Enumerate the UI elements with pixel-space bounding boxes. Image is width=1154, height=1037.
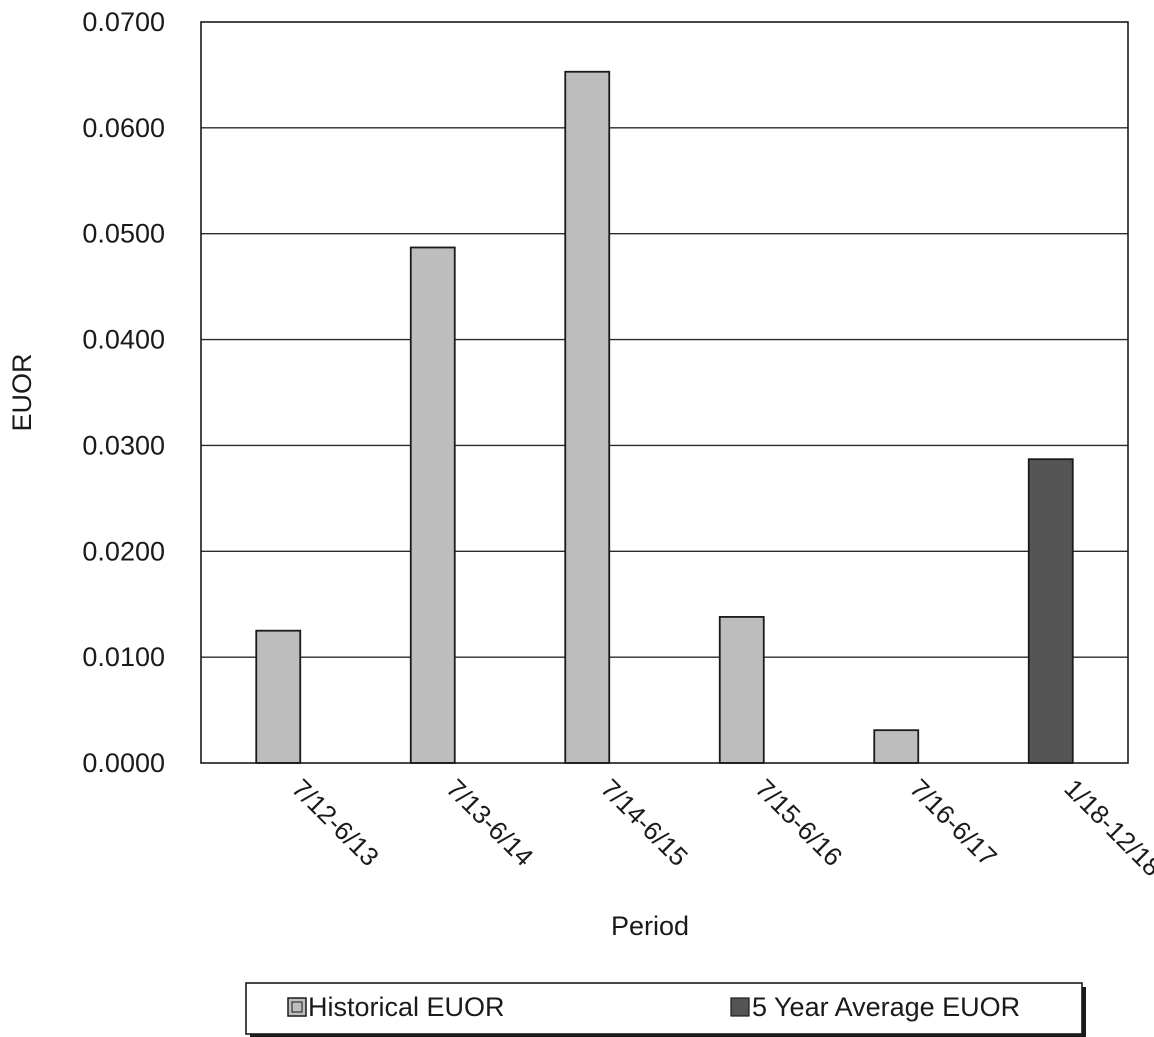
legend-item-average: 5 Year Average EUOR — [730, 992, 1020, 1022]
y-axis-title: EUOR — [7, 353, 37, 431]
legend-label-historical: Historical EUOR — [308, 992, 505, 1022]
x-tick-label: 7/13-6/14 — [441, 773, 540, 872]
bar-historical-1 — [409, 246, 456, 764]
bar-average-5 — [1027, 458, 1074, 764]
legend: Historical EUOR 5 Year Average EUOR — [245, 982, 1086, 1037]
legend-swatch-historical-inner — [291, 1001, 303, 1013]
y-tick-label: 0.0100 — [82, 642, 165, 672]
y-axis-ticks: 0.0000 0.0100 0.0200 0.0300 0.0400 0.0500 0.06… — [82, 7, 165, 778]
x-axis-title: Period — [611, 911, 689, 941]
bar-historical-0 — [255, 629, 302, 764]
bars — [255, 70, 1074, 764]
x-tick-label: 1/18-12/18 — [1059, 773, 1154, 882]
legend-swatch-historical — [287, 997, 307, 1017]
x-axis-ticks: 7/12-6/13 7/13-6/14 7/14-6/15 7/15-6/16 7/16… — [286, 773, 1154, 882]
legend-box — [245, 982, 1083, 1035]
x-tick-label: 7/12-6/13 — [286, 773, 385, 872]
x-tick-label: 7/15-6/16 — [750, 773, 849, 872]
y-tick-label: 0.0300 — [82, 430, 165, 460]
bar-historical-3 — [718, 616, 765, 764]
plot-area — [201, 22, 1128, 763]
y-tick-label: 0.0500 — [82, 219, 165, 249]
plot-border — [200, 21, 1129, 764]
y-tick-label: 0.0600 — [82, 113, 165, 143]
grid-lines — [201, 127, 1128, 658]
y-tick-label: 0.0400 — [82, 325, 165, 355]
x-tick-label: 7/16-6/17 — [904, 773, 1003, 872]
legend-label-average: 5 Year Average EUOR — [752, 992, 1020, 1022]
y-tick-label: 0.0200 — [82, 536, 165, 566]
x-tick-label: 7/14-6/15 — [595, 773, 694, 872]
y-tick-label: 0.0000 — [82, 748, 165, 778]
legend-swatch-average — [730, 997, 750, 1017]
legend-item-historical: Historical EUOR — [287, 992, 505, 1022]
y-tick-label: 0.0700 — [82, 7, 165, 37]
bar-historical-2 — [564, 70, 611, 764]
bar-historical-4 — [873, 729, 920, 764]
